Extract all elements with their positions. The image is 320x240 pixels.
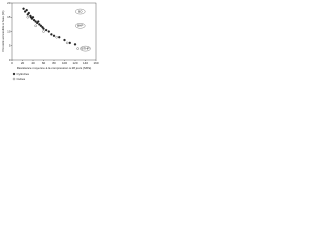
point (25, 8, 28, 12)
point (47, 30, 50, 33)
y-axis-title: Porosité accessible à l'eau (%) (1, 11, 5, 52)
annotation-oval (75, 23, 86, 29)
point (37, 20, 40, 23)
point (42, 30, 45, 33)
x-tick-label: 40 (31, 61, 35, 65)
point (23, 10, 27, 13)
point (34, 20, 37, 23)
x-tick-label: 120 (72, 61, 77, 65)
point (68, 41, 71, 45)
point (32, 18, 36, 22)
point (27, 11, 30, 15)
point (73, 43, 77, 46)
y-tick-label: 20 (7, 1, 11, 5)
annotation: BO (78, 9, 83, 13)
y-tick-label: 10 (7, 29, 11, 33)
x-tick-label: 100 (62, 61, 67, 65)
point (26, 16, 29, 19)
point (63, 38, 66, 42)
legend-marker (12, 72, 16, 76)
x-tick-label: 20 (21, 61, 25, 65)
annotation-oval (75, 8, 86, 15)
legend-label: Cylindres (17, 72, 30, 76)
point (34, 24, 37, 27)
legend-marker (12, 77, 16, 81)
x-axis-title: Résistance moyenne à la compression à 28… (17, 66, 92, 70)
y-tick-label: 5 (9, 44, 11, 48)
x-tick-label: 60 (42, 61, 46, 65)
annotation: BHP (77, 24, 83, 28)
y-tick-label: 15 (7, 15, 11, 19)
annotation: BTHP (81, 46, 89, 50)
point (42, 27, 45, 30)
point (44, 28, 48, 32)
point (50, 33, 53, 36)
point (22, 7, 25, 10)
point (39, 24, 43, 27)
point (52, 34, 56, 37)
y-tick-label: 0 (9, 58, 11, 62)
chart: Porosité accessible à l'eau (%) Résistan… (1, 1, 99, 81)
point (55, 36, 58, 39)
point (38, 23, 41, 26)
x-tick-label: 140 (83, 61, 88, 65)
point (65, 41, 69, 45)
point (31, 16, 35, 19)
x-tick-label: 80 (52, 61, 56, 65)
annotation-oval (80, 45, 91, 52)
legend-label: Cubes (17, 77, 26, 81)
point (76, 47, 79, 50)
point (58, 36, 61, 39)
x-tick-label: 0 (11, 61, 13, 65)
x-tick-label: 160 (93, 61, 98, 65)
